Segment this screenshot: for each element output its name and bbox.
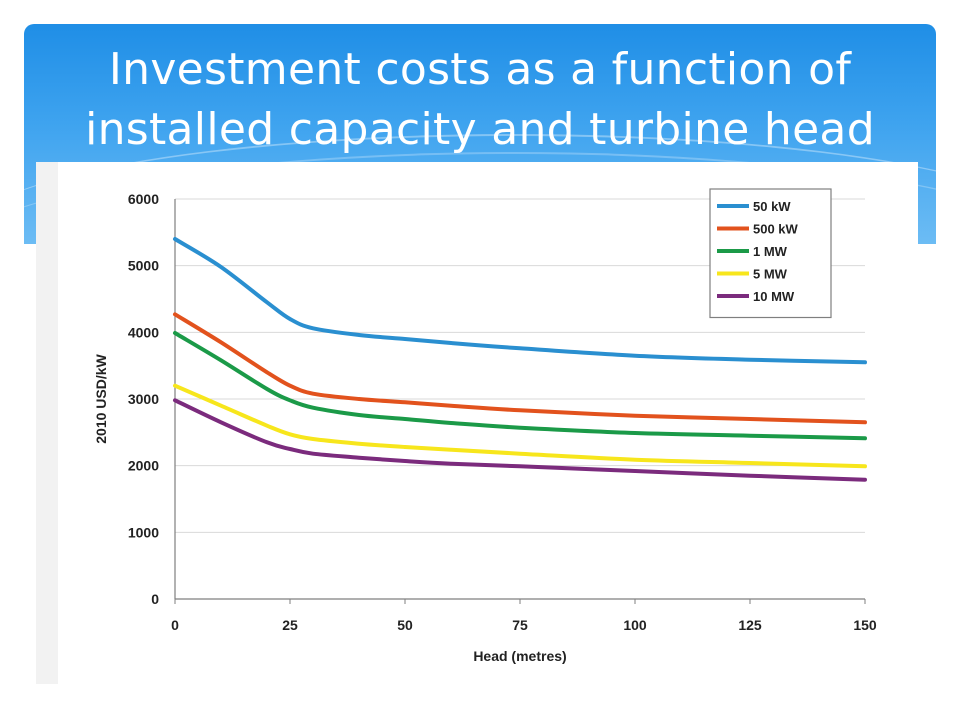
series-line-1-mw bbox=[173, 331, 867, 441]
banner-wave bbox=[24, 134, 936, 244]
x-axis-label: Head (metres) bbox=[473, 648, 566, 664]
y-tick-label: 1000 bbox=[128, 524, 159, 540]
legend-label: 1 MW bbox=[753, 244, 788, 259]
y-tick-label: 5000 bbox=[128, 258, 159, 274]
legend-label: 10 MW bbox=[753, 289, 795, 304]
y-axis-label: 2010 USD/kW bbox=[93, 353, 109, 443]
x-tick-label: 0 bbox=[171, 617, 179, 633]
legend-label: 500 kW bbox=[753, 222, 799, 237]
series-line-5-mw bbox=[173, 383, 867, 469]
y-tick-label: 2000 bbox=[128, 458, 159, 474]
slide-title-line-1: Investment costs as a function of bbox=[108, 44, 852, 95]
y-tick-label: 4000 bbox=[128, 324, 159, 340]
banner-wave bbox=[24, 152, 936, 244]
y-tick-label: 0 bbox=[151, 591, 159, 607]
y-tick-label: 3000 bbox=[128, 391, 159, 407]
slide-title: Investment costs as a function of instal… bbox=[24, 40, 936, 160]
panel-edge bbox=[36, 162, 58, 684]
series-line-500-kw bbox=[173, 312, 867, 425]
series-line-10-mw bbox=[173, 398, 867, 482]
x-tick-label: 75 bbox=[512, 617, 528, 633]
chart-panel: 0 1000 2000 3000 4000 5000 6000 0 25 50 75 100 125 15… bbox=[36, 162, 918, 684]
x-tick-label: 25 bbox=[282, 617, 298, 633]
x-tick-label: 50 bbox=[397, 617, 413, 633]
legend-label: 5 MW bbox=[753, 267, 788, 282]
x-tick-label: 100 bbox=[623, 617, 647, 633]
y-tick-label: 6000 bbox=[128, 191, 159, 207]
x-tick-label: 150 bbox=[853, 617, 877, 633]
slide-title-line-2: installed capacity and turbine head bbox=[85, 104, 875, 155]
x-tick-label: 125 bbox=[738, 617, 762, 633]
line-chart: 0 1000 2000 3000 4000 5000 6000 0 25 50 75 100 125 15… bbox=[93, 188, 877, 664]
series-line-50-kw bbox=[173, 237, 867, 365]
legend-label: 50 kW bbox=[753, 199, 791, 214]
